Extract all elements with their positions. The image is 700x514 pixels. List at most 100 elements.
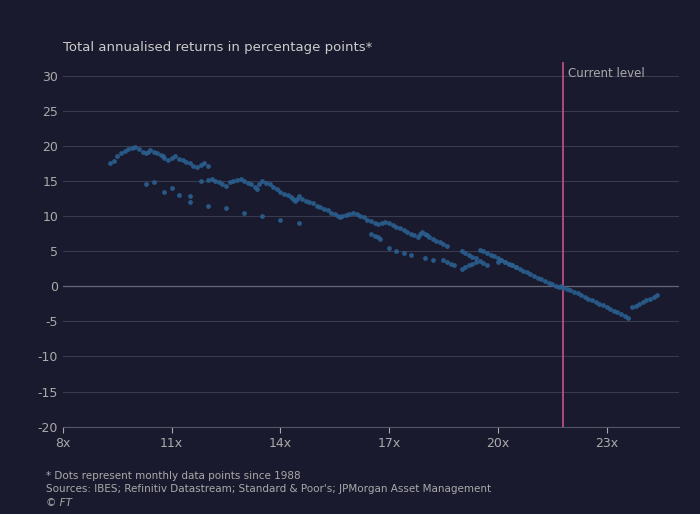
Point — [467, 253, 478, 261]
Point — [590, 298, 601, 306]
Point — [239, 209, 250, 217]
Point — [645, 295, 656, 303]
Point — [640, 296, 652, 304]
Point — [104, 159, 116, 168]
Point — [374, 234, 386, 243]
Point — [365, 217, 377, 225]
Point — [652, 291, 663, 300]
Point — [141, 180, 152, 189]
Point — [337, 212, 348, 220]
Point — [438, 240, 449, 248]
Point — [209, 177, 220, 185]
Point — [220, 182, 232, 190]
Point — [626, 303, 638, 311]
Point — [597, 301, 608, 309]
Point — [380, 217, 391, 226]
Point — [126, 144, 137, 152]
Point — [492, 254, 503, 262]
Point — [539, 277, 550, 285]
Point — [108, 157, 119, 166]
Point — [507, 261, 518, 269]
Point — [152, 149, 163, 157]
Point — [489, 252, 500, 260]
Point — [463, 250, 475, 259]
Point — [532, 274, 543, 282]
Point — [623, 314, 634, 322]
Point — [579, 292, 590, 301]
Point — [322, 206, 333, 214]
Point — [430, 236, 442, 245]
Point — [398, 226, 409, 234]
Point — [391, 223, 402, 231]
Point — [157, 152, 168, 160]
Point — [463, 261, 475, 269]
Point — [279, 190, 290, 198]
Point — [398, 248, 409, 256]
Point — [119, 146, 130, 155]
Point — [159, 154, 170, 162]
Point — [460, 248, 471, 256]
Point — [615, 310, 626, 319]
Point — [482, 248, 493, 256]
Point — [442, 242, 453, 250]
Point — [239, 177, 250, 185]
Point — [304, 198, 315, 206]
Point — [445, 260, 456, 268]
Point — [365, 230, 377, 238]
Point — [565, 286, 576, 295]
Point — [199, 159, 210, 168]
Text: Current level: Current level — [568, 67, 645, 80]
Point — [174, 191, 185, 199]
Point — [369, 232, 380, 240]
Point — [391, 247, 402, 255]
Point — [409, 231, 420, 239]
Point — [414, 230, 426, 238]
Point — [384, 244, 395, 252]
Point — [637, 298, 648, 306]
Point — [286, 193, 297, 201]
Point — [347, 209, 358, 217]
Point — [335, 213, 346, 222]
Point — [474, 257, 485, 265]
Point — [122, 145, 134, 154]
Point — [496, 255, 507, 264]
Point — [477, 247, 489, 255]
Point — [543, 279, 554, 287]
Point — [267, 182, 279, 191]
Text: © FT: © FT — [46, 498, 71, 508]
Point — [228, 177, 239, 185]
Point — [648, 292, 659, 301]
Point — [427, 255, 438, 264]
Point — [166, 184, 177, 192]
Point — [246, 180, 257, 189]
Point — [188, 161, 199, 170]
Point — [214, 178, 225, 187]
Point — [522, 268, 533, 277]
Point — [217, 180, 228, 189]
Point — [155, 151, 167, 159]
Point — [235, 175, 246, 183]
Point — [326, 209, 337, 217]
Point — [507, 261, 518, 269]
Point — [402, 227, 413, 235]
Point — [134, 145, 145, 154]
Point — [369, 219, 380, 227]
Point — [605, 305, 616, 313]
Point — [405, 230, 416, 238]
Point — [485, 250, 496, 259]
Point — [257, 177, 268, 185]
Point — [556, 282, 567, 290]
Point — [492, 258, 503, 266]
Point — [264, 180, 275, 189]
Point — [224, 178, 235, 187]
Point — [289, 196, 300, 205]
Point — [242, 179, 253, 187]
Point — [162, 156, 174, 164]
Point — [550, 282, 561, 290]
Point — [253, 180, 265, 189]
Point — [416, 228, 427, 236]
Point — [307, 199, 318, 208]
Point — [568, 288, 580, 296]
Point — [192, 163, 203, 171]
Point — [143, 148, 154, 156]
